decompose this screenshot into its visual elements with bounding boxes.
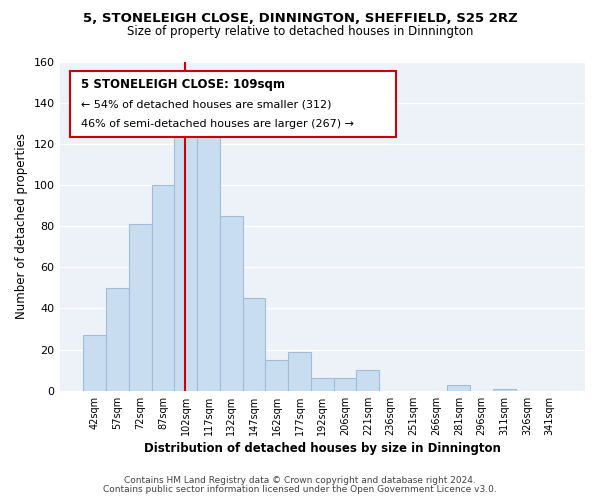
Bar <box>220 216 242 391</box>
Bar <box>83 335 106 391</box>
Text: ← 54% of detached houses are smaller (312): ← 54% of detached houses are smaller (31… <box>80 100 331 110</box>
Y-axis label: Number of detached properties: Number of detached properties <box>15 133 28 319</box>
Text: Contains public sector information licensed under the Open Government Licence v3: Contains public sector information licen… <box>103 485 497 494</box>
Text: Contains HM Land Registry data © Crown copyright and database right 2024.: Contains HM Land Registry data © Crown c… <box>124 476 476 485</box>
Bar <box>106 288 129 391</box>
Bar <box>311 378 334 391</box>
Bar <box>197 123 220 391</box>
Text: Size of property relative to detached houses in Dinnington: Size of property relative to detached ho… <box>127 25 473 38</box>
Bar <box>242 298 265 391</box>
Bar <box>152 185 175 391</box>
Bar <box>493 389 515 391</box>
Bar <box>288 352 311 391</box>
Bar <box>448 384 470 391</box>
Bar <box>265 360 288 391</box>
Bar <box>175 123 197 391</box>
Bar <box>356 370 379 391</box>
X-axis label: Distribution of detached houses by size in Dinnington: Distribution of detached houses by size … <box>144 442 501 455</box>
Bar <box>334 378 356 391</box>
FancyBboxPatch shape <box>70 72 396 137</box>
Text: 46% of semi-detached houses are larger (267) →: 46% of semi-detached houses are larger (… <box>80 119 353 129</box>
Bar <box>129 224 152 391</box>
Text: 5, STONELEIGH CLOSE, DINNINGTON, SHEFFIELD, S25 2RZ: 5, STONELEIGH CLOSE, DINNINGTON, SHEFFIE… <box>83 12 517 26</box>
Text: 5 STONELEIGH CLOSE: 109sqm: 5 STONELEIGH CLOSE: 109sqm <box>80 78 284 91</box>
